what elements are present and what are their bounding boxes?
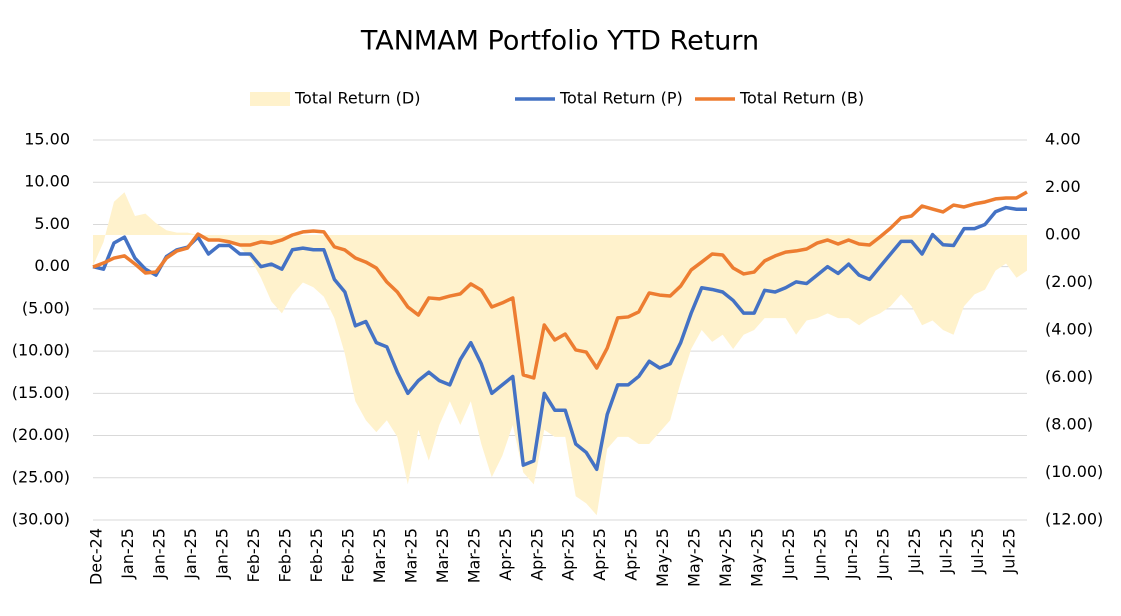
y-tick-label: (5.00) bbox=[22, 298, 70, 317]
x-tick-label: May-25 bbox=[748, 528, 767, 587]
x-tick-label: Dec-24 bbox=[87, 528, 106, 585]
x-tick-label: Apr-25 bbox=[590, 528, 609, 581]
x-tick-label: Feb-25 bbox=[338, 528, 357, 582]
line bbox=[92, 190, 1028, 380]
legend-swatch bbox=[250, 92, 290, 106]
y-tick-label: (25.00) bbox=[12, 467, 70, 486]
y2-tick-label: (4.00) bbox=[1045, 320, 1093, 339]
x-tick-label: Jan-25 bbox=[149, 528, 168, 580]
x-tick-label: Mar-25 bbox=[401, 528, 420, 583]
x-tick-label: Feb-25 bbox=[275, 528, 294, 582]
area bbox=[93, 192, 1027, 516]
y2-tick-label: (2.00) bbox=[1045, 272, 1093, 291]
line bbox=[92, 205, 1027, 472]
x-tick-label: Jan-25 bbox=[212, 528, 231, 580]
x-tick-label: Jul-25 bbox=[1000, 528, 1019, 574]
x-tick-label: Jul-25 bbox=[968, 528, 987, 574]
y2-tick-label: (6.00) bbox=[1045, 367, 1093, 386]
x-tick-label: Jun-25 bbox=[874, 528, 893, 580]
y-tick-label: (15.00) bbox=[12, 383, 70, 402]
y-tick-label: 10.00 bbox=[24, 172, 70, 191]
y-tick-label: (30.00) bbox=[12, 510, 70, 529]
y2-tick-label: (10.00) bbox=[1045, 462, 1103, 481]
y2-tick-label: (8.00) bbox=[1045, 415, 1093, 434]
x-tick-label: Jul-25 bbox=[905, 528, 924, 574]
y-tick-label: 5.00 bbox=[34, 214, 70, 233]
x-tick-label: Mar-25 bbox=[370, 528, 389, 583]
x-tick-label: Jan-25 bbox=[181, 528, 200, 580]
x-tick-label: Feb-25 bbox=[244, 528, 263, 582]
x-tick-label: Mar-25 bbox=[464, 528, 483, 583]
legend-label: Total Return (B) bbox=[739, 89, 864, 108]
x-tick-label: Feb-25 bbox=[307, 528, 326, 582]
y-tick-label: 0.00 bbox=[34, 256, 70, 275]
x-tick-label: May-25 bbox=[716, 528, 735, 587]
y-tick-label: (20.00) bbox=[12, 425, 70, 444]
y2-tick-label: 2.00 bbox=[1045, 177, 1081, 196]
y2-tick-label: (12.00) bbox=[1045, 510, 1103, 529]
x-tick-label: Apr-25 bbox=[559, 528, 578, 581]
y2-tick-label: 0.00 bbox=[1045, 225, 1081, 244]
legend-label: Total Return (P) bbox=[559, 89, 683, 108]
x-tick-label: Apr-25 bbox=[496, 528, 515, 581]
x-tick-label: Jun-25 bbox=[811, 528, 830, 580]
x-tick-label: Apr-25 bbox=[527, 528, 546, 581]
x-tick-label: May-25 bbox=[685, 528, 704, 587]
y-tick-label: 15.00 bbox=[24, 130, 70, 149]
y-tick-label: (10.00) bbox=[12, 341, 70, 360]
x-tick-label: Jun-25 bbox=[842, 528, 861, 580]
x-tick-label: Apr-25 bbox=[622, 528, 641, 581]
x-tick-label: Mar-25 bbox=[433, 528, 452, 583]
x-tick-label: Jun-25 bbox=[779, 528, 798, 580]
x-tick-label: Jan-25 bbox=[118, 528, 137, 580]
chart-title: TANMAM Portfolio YTD Return bbox=[360, 26, 759, 57]
x-tick-label: May-25 bbox=[653, 528, 672, 587]
legend-label: Total Return (D) bbox=[294, 89, 420, 108]
x-tick-label: Jul-25 bbox=[937, 528, 956, 574]
y2-tick-label: 4.00 bbox=[1045, 130, 1081, 149]
